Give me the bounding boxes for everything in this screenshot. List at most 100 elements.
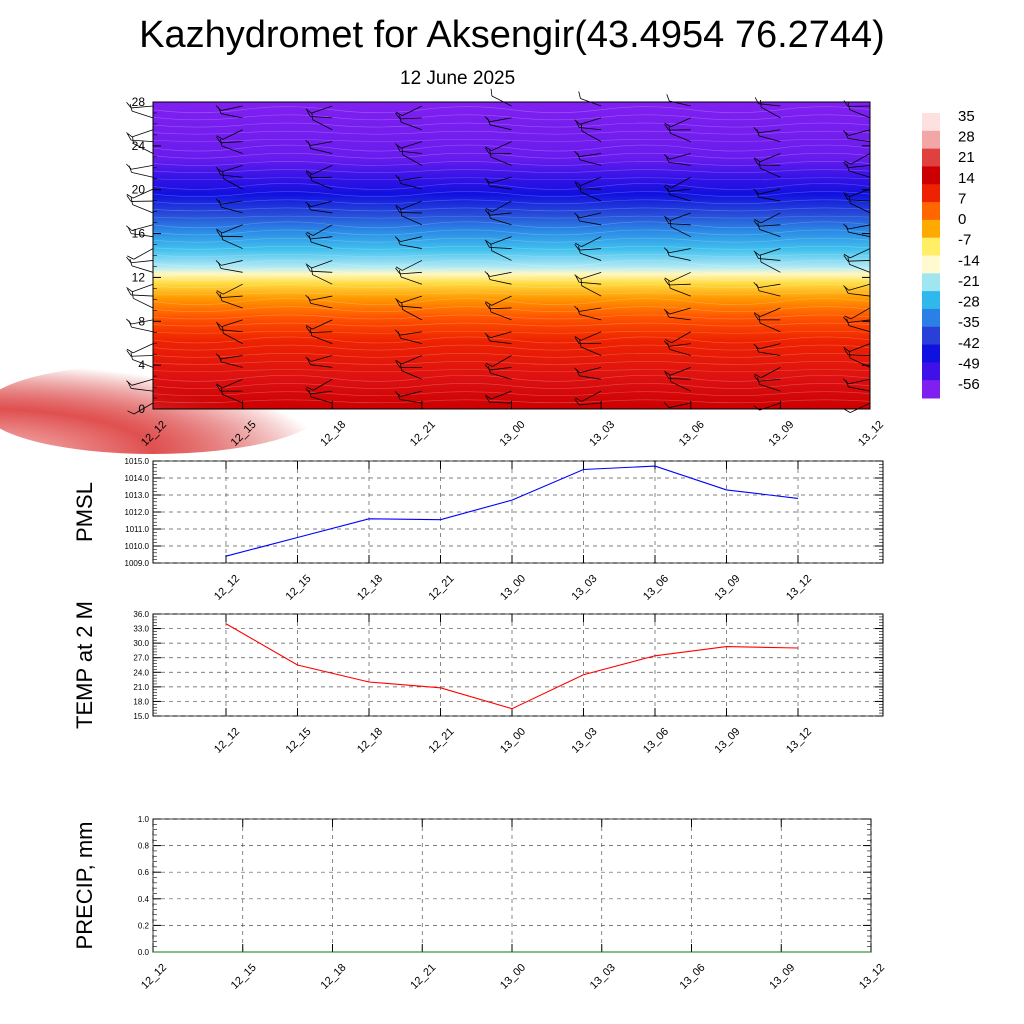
- contour-line: [152, 199, 871, 205]
- series-line: [225, 465, 799, 557]
- wind-barb: [306, 378, 333, 391]
- wind-barb: [305, 355, 333, 362]
- y-tick-label: 36.0: [133, 610, 149, 619]
- wind-barb: [663, 153, 691, 160]
- wind-barb: [843, 402, 871, 414]
- x-tick-label: 12_15: [229, 962, 259, 992]
- wind-barb: [574, 366, 602, 374]
- colorbar-segment: [922, 255, 940, 274]
- contour-line: [152, 259, 871, 267]
- wind-barb: [395, 295, 422, 304]
- x-tick-label: 13_06: [678, 962, 708, 992]
- colorbar-label: -21: [958, 273, 980, 290]
- wind-barb: [305, 233, 333, 240]
- wind-barb: [215, 165, 243, 173]
- colorbar-label: -56: [958, 376, 980, 393]
- wind-barb: [394, 236, 422, 243]
- contour-line: [152, 361, 871, 365]
- x-tick-label: 12_18: [318, 419, 348, 449]
- wind-barb: [215, 260, 243, 266]
- contour-line: [152, 352, 871, 358]
- colorbar-label: -7: [958, 232, 971, 249]
- colorbar-segment: [922, 113, 940, 132]
- contour-line: [152, 292, 871, 296]
- contour-line: [152, 344, 871, 351]
- y-tick-label: 1011.0: [125, 525, 149, 534]
- wind-barb: [396, 299, 422, 309]
- y-tick-label: 4: [138, 358, 145, 372]
- wind-barb: [664, 176, 691, 189]
- wind-barb: [394, 174, 422, 181]
- contour-line: [152, 276, 871, 281]
- colorbar-segment: [922, 362, 940, 381]
- wind-barb: [216, 224, 243, 234]
- contour-line: [152, 139, 871, 142]
- wind-barb: [753, 307, 781, 317]
- wind-barb: [126, 283, 154, 293]
- wind-barb: [215, 353, 243, 360]
- wind-barb: [574, 212, 602, 219]
- x-tick-label: 13_06: [641, 573, 671, 603]
- wind-barb: [126, 256, 154, 264]
- contour-line: [152, 298, 871, 305]
- wind-barb: [664, 366, 691, 376]
- x-tick-label: 12_21: [408, 419, 438, 449]
- chart-subtitle: 12 June 2025: [400, 68, 516, 89]
- colorbar-segment: [922, 380, 940, 399]
- y-tick-label: 24.0: [133, 668, 149, 677]
- y-tick-label: 0.0: [138, 948, 150, 957]
- wind-barb: [216, 283, 243, 295]
- wind-barb: [843, 316, 871, 323]
- contour-line: [152, 130, 871, 135]
- wind-barb: [216, 378, 243, 389]
- y-tick-label: 1.0: [138, 815, 150, 824]
- contour-line: [152, 122, 871, 128]
- x-tick-label: 12_18: [355, 573, 385, 603]
- wind-barb: [305, 105, 333, 114]
- contour-line: [152, 144, 871, 152]
- y-tick-label: 8: [138, 314, 145, 328]
- chart-title: Kazhydromet for Aksengir(43.4954 76.2744…: [139, 14, 885, 56]
- wind-barb: [664, 278, 691, 286]
- colorbar-segment: [922, 326, 940, 346]
- contour-line: [152, 322, 871, 327]
- x-tick-label: 13_03: [570, 573, 600, 603]
- colorbar-segment: [922, 148, 940, 167]
- wind-barb: [395, 361, 422, 368]
- x-tick-label: 13_00: [498, 419, 528, 449]
- contour-line: [152, 391, 871, 396]
- contour-line: [152, 284, 871, 288]
- wind-barb: [574, 182, 602, 190]
- colorbar-label: 7: [958, 190, 966, 207]
- y-tick-label: 1013.0: [125, 491, 150, 500]
- wind-barb: [665, 310, 691, 321]
- wind-barb: [753, 220, 781, 227]
- wind-barb: [485, 295, 512, 306]
- wind-barb: [485, 395, 512, 404]
- y-axis-label: PMSL: [72, 482, 97, 542]
- wind-barb: [753, 282, 781, 289]
- contour-line: [152, 246, 871, 250]
- wind-barb: [663, 402, 691, 408]
- colorbar-label: 35: [958, 108, 975, 125]
- contour-line: [152, 207, 871, 212]
- wind-barb: [576, 307, 602, 321]
- wind-barb: [126, 163, 154, 170]
- contour-line: [152, 237, 871, 243]
- wind-barb: [305, 388, 333, 395]
- wind-barb: [126, 224, 154, 231]
- y-tick-label: 0.4: [138, 895, 150, 904]
- wind-barb: [127, 248, 154, 260]
- x-tick-label: 12_15: [284, 726, 314, 756]
- wind-barb: [215, 291, 243, 299]
- wind-barb: [843, 223, 871, 230]
- wind-barb: [394, 390, 422, 397]
- wind-barb: [484, 302, 512, 310]
- wind-barb: [754, 212, 781, 224]
- wind-barb: [305, 165, 333, 175]
- wind-barb: [663, 307, 691, 315]
- contour-line: [152, 306, 871, 313]
- x-tick-label: 13_00: [498, 573, 528, 603]
- wind-barb: [305, 200, 333, 208]
